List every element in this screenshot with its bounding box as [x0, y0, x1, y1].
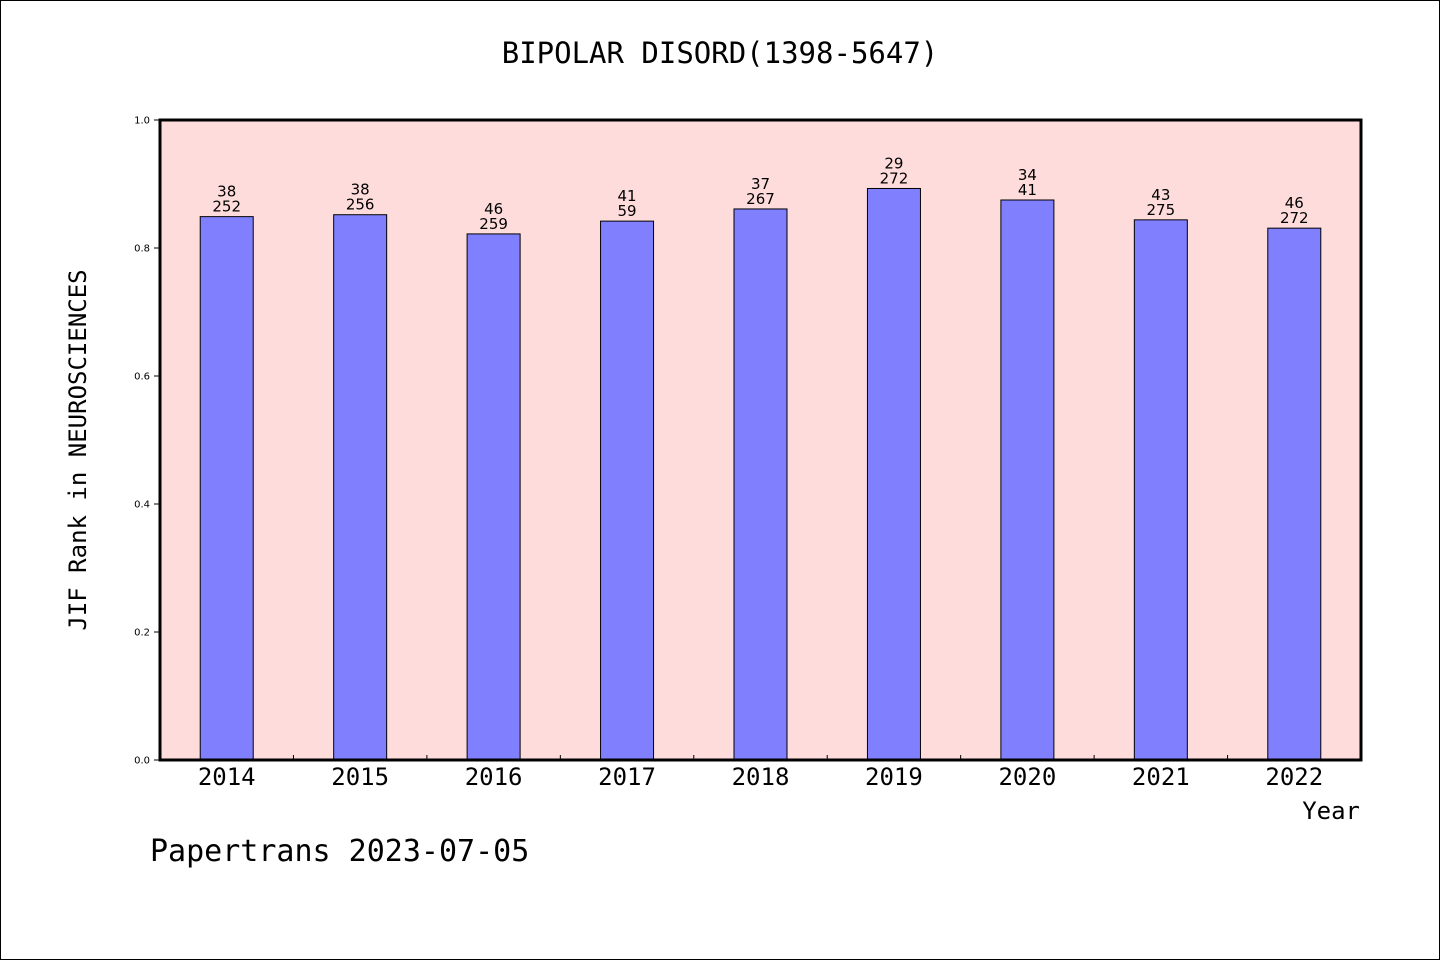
bar-2017 — [600, 220, 655, 761]
data-label-total: 275 — [1147, 201, 1176, 219]
x-tick-label: 2016 — [465, 763, 523, 791]
data-label-total: 267 — [746, 190, 775, 208]
x-tick-label: 2015 — [331, 763, 389, 791]
data-label-total: 41 — [1018, 181, 1037, 199]
x-tick-label: 2020 — [998, 763, 1056, 791]
y-tick-label: 0.0 — [134, 756, 150, 767]
x-tick-label: 2018 — [732, 763, 790, 791]
y-tick-label: 0.2 — [134, 628, 150, 639]
x-tick-label: 2014 — [198, 763, 256, 791]
bar-2015 — [333, 214, 388, 761]
data-label-rank: 34 — [1018, 166, 1037, 184]
bar-2014 — [199, 216, 254, 761]
y-tick-label: 1.0 — [134, 116, 150, 127]
plot-border — [158, 118, 1363, 762]
data-label-rank: 38 — [351, 181, 370, 199]
x-tick-label: 2022 — [1265, 763, 1323, 791]
data-label-total: 252 — [212, 198, 241, 216]
bar-2019 — [866, 187, 921, 761]
bar-2021 — [1133, 219, 1188, 761]
data-label-total: 256 — [346, 196, 375, 214]
data-label-total: 259 — [479, 215, 508, 233]
y-tick-label: 0.8 — [134, 244, 150, 255]
bar-2022 — [1267, 227, 1322, 761]
chart-title: BIPOLAR DISORD(1398-5647) — [501, 36, 939, 70]
y-tick-label: 0.6 — [134, 372, 150, 383]
data-label-rank: 46 — [1285, 194, 1304, 212]
data-label-total: 59 — [618, 202, 637, 220]
data-label-rank: 41 — [618, 187, 637, 205]
data-label-rank: 43 — [1151, 186, 1170, 204]
data-label-total: 272 — [1280, 209, 1309, 227]
y-tick-label: 0.4 — [134, 500, 150, 511]
footer-watermark: Papertrans 2023-07-05 — [150, 834, 530, 869]
data-label-rank: 46 — [484, 200, 503, 218]
data-label-rank: 29 — [884, 154, 903, 172]
data-label-total: 272 — [880, 169, 909, 187]
bar-2016 — [466, 233, 521, 761]
bar-2020 — [1000, 199, 1055, 761]
data-label-rank: 37 — [751, 175, 770, 193]
data-label-rank: 38 — [217, 183, 236, 201]
bar-2018 — [733, 208, 788, 761]
x-tick-label: 2019 — [865, 763, 923, 791]
x-axis-label: Year — [1302, 797, 1360, 825]
x-tick-label: 2021 — [1132, 763, 1190, 791]
x-tick-label: 2017 — [598, 763, 656, 791]
